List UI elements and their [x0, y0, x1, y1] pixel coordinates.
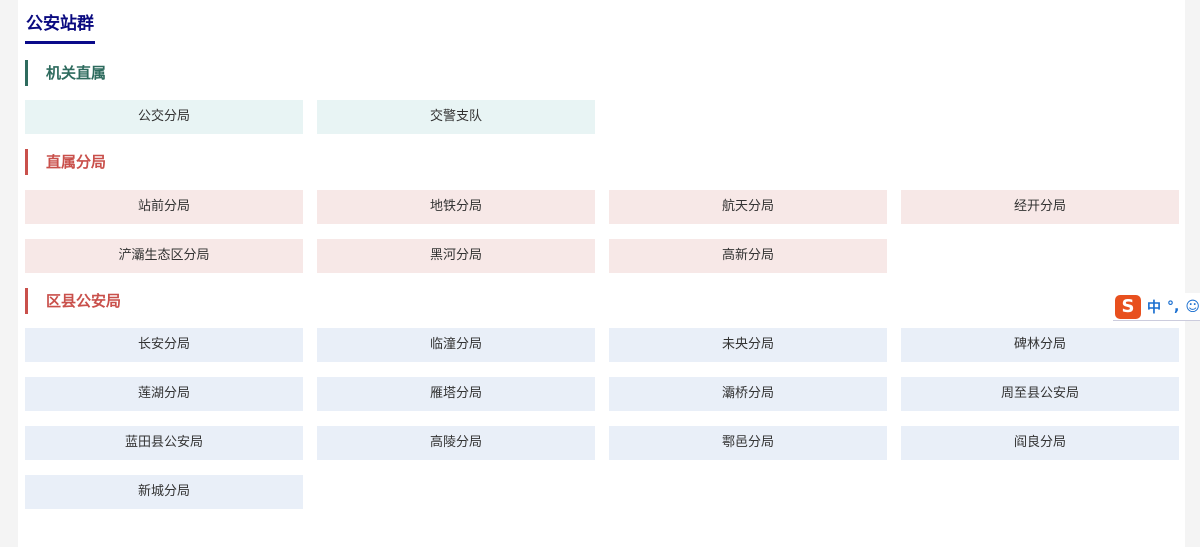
- branch-link[interactable]: 经开分局: [901, 190, 1179, 224]
- branch-link[interactable]: 交警支队: [317, 100, 595, 134]
- branch-link[interactable]: 鄠邑分局: [609, 426, 887, 460]
- branch-link[interactable]: 灞桥分局: [609, 377, 887, 411]
- branch-link[interactable]: 长安分局: [25, 328, 303, 362]
- title-underline: [25, 41, 95, 44]
- smiley-icon[interactable]: ☺: [1185, 298, 1200, 315]
- section-heading: 直属分局: [25, 149, 106, 175]
- branch-link[interactable]: 浐灞生态区分局: [25, 239, 303, 273]
- branch-link[interactable]: 周至县公安局: [901, 377, 1179, 411]
- branch-link[interactable]: 蓝田县公安局: [25, 426, 303, 460]
- branch-link[interactable]: 地铁分局: [317, 190, 595, 224]
- branch-link[interactable]: 莲湖分局: [25, 377, 303, 411]
- ime-punct-toggle[interactable]: °,: [1167, 298, 1180, 315]
- branch-link[interactable]: 高新分局: [609, 239, 887, 273]
- ime-mode-toggle[interactable]: 中: [1147, 299, 1161, 316]
- ime-toolbar[interactable]: S 中 °, ☺: [1113, 293, 1200, 321]
- branch-link[interactable]: 黑河分局: [317, 239, 595, 273]
- branch-link[interactable]: 航天分局: [609, 190, 887, 224]
- branch-link[interactable]: 站前分局: [25, 190, 303, 224]
- branch-link[interactable]: 碑林分局: [901, 328, 1179, 362]
- branch-link[interactable]: 新城分局: [25, 475, 303, 509]
- sogou-logo-icon[interactable]: S: [1115, 294, 1141, 319]
- branch-link[interactable]: 阎良分局: [901, 426, 1179, 460]
- branch-link[interactable]: 未央分局: [609, 328, 887, 362]
- branch-link[interactable]: 雁塔分局: [317, 377, 595, 411]
- branch-link[interactable]: 高陵分局: [317, 426, 595, 460]
- section-heading: 机关直属: [25, 60, 106, 86]
- branch-link[interactable]: 公交分局: [25, 100, 303, 134]
- page-title: 公安站群: [26, 14, 94, 34]
- branch-link[interactable]: 临潼分局: [317, 328, 595, 362]
- main-panel: 公安站群 机关直属公交分局 交警支队直属分局站前分局 地铁分局 航天分局 经开分局浐灞生…: [18, 0, 1185, 547]
- section-heading: 区县公安局: [25, 288, 121, 314]
